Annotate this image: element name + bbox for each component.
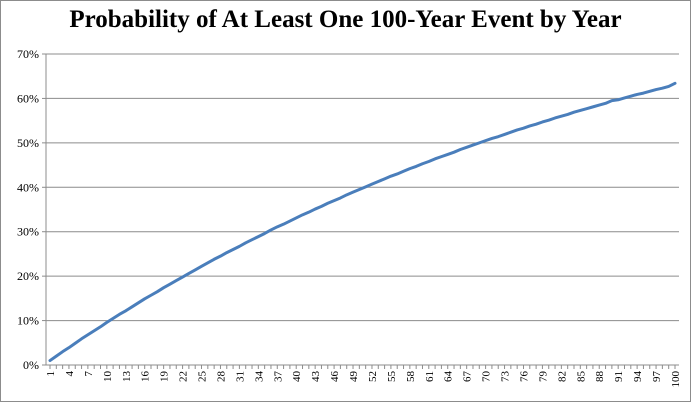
y-tick-label: 0% [23,358,39,372]
x-tick-label: 49 [348,371,360,383]
x-tick-label: 79 [537,371,549,383]
x-tick-label: 19 [159,371,171,383]
x-tick-label: 40 [291,371,303,383]
x-tick-label: 16 [140,371,152,383]
x-tick-label: 67 [462,371,474,383]
x-tick-label: 37 [272,371,284,383]
x-tick-label: 55 [386,371,398,383]
x-tick-label: 31 [234,371,246,382]
y-tick-label: 10% [17,314,39,328]
x-tick-label: 73 [500,370,512,382]
x-tick-label: 4 [64,371,76,377]
x-tick-label: 10 [102,371,114,383]
x-tick-label: 58 [405,371,417,383]
x-tick-label: 91 [613,371,625,382]
x-tick-label: 70 [481,371,493,383]
x-tick-label: 76 [518,371,530,383]
x-tick-label: 100 [670,371,682,388]
y-tick-label: 60% [17,91,39,105]
x-tick-label: 61 [424,371,436,382]
gridlines [46,53,679,322]
series-lines [48,81,677,363]
y-tick-label: 30% [17,225,39,239]
y-tick-label: 70% [17,47,39,61]
x-tick-label: 13 [121,371,133,383]
x-tick-label: 88 [594,371,606,383]
x-tick-label: 52 [367,371,379,382]
x-tick-label: 82 [556,371,568,382]
x-tick-label: 97 [651,371,663,383]
y-axis: 0% 10% 20% 30% 40% 50% 60% 70% [17,47,47,372]
x-tick-label: 1 [45,371,57,377]
x-tick-label: 34 [253,371,265,383]
x-tick-label: 22 [178,371,190,382]
x-tick-label: 64 [443,371,455,383]
series-line [48,81,677,363]
y-tick-label: 20% [17,269,39,283]
x-tick-label: 43 [310,371,322,383]
y-tick-label: 40% [17,180,39,194]
x-tick-label: 25 [197,371,209,383]
x-tick-label: 46 [329,371,341,383]
y-tick-label: 50% [17,136,39,150]
x-tick-label: 94 [632,371,644,383]
x-tick-label: 28 [215,371,227,383]
x-tick-label: 85 [575,371,587,383]
chart-title: Probability of At Least One 100-Year Eve… [69,6,622,33]
x-axis: 1 4 7 10 13 16 19 22 25 28 31 34 37 40 43 46 49 52 55 58 61 6… [45,364,682,388]
x-tick-label: 7 [83,371,95,377]
